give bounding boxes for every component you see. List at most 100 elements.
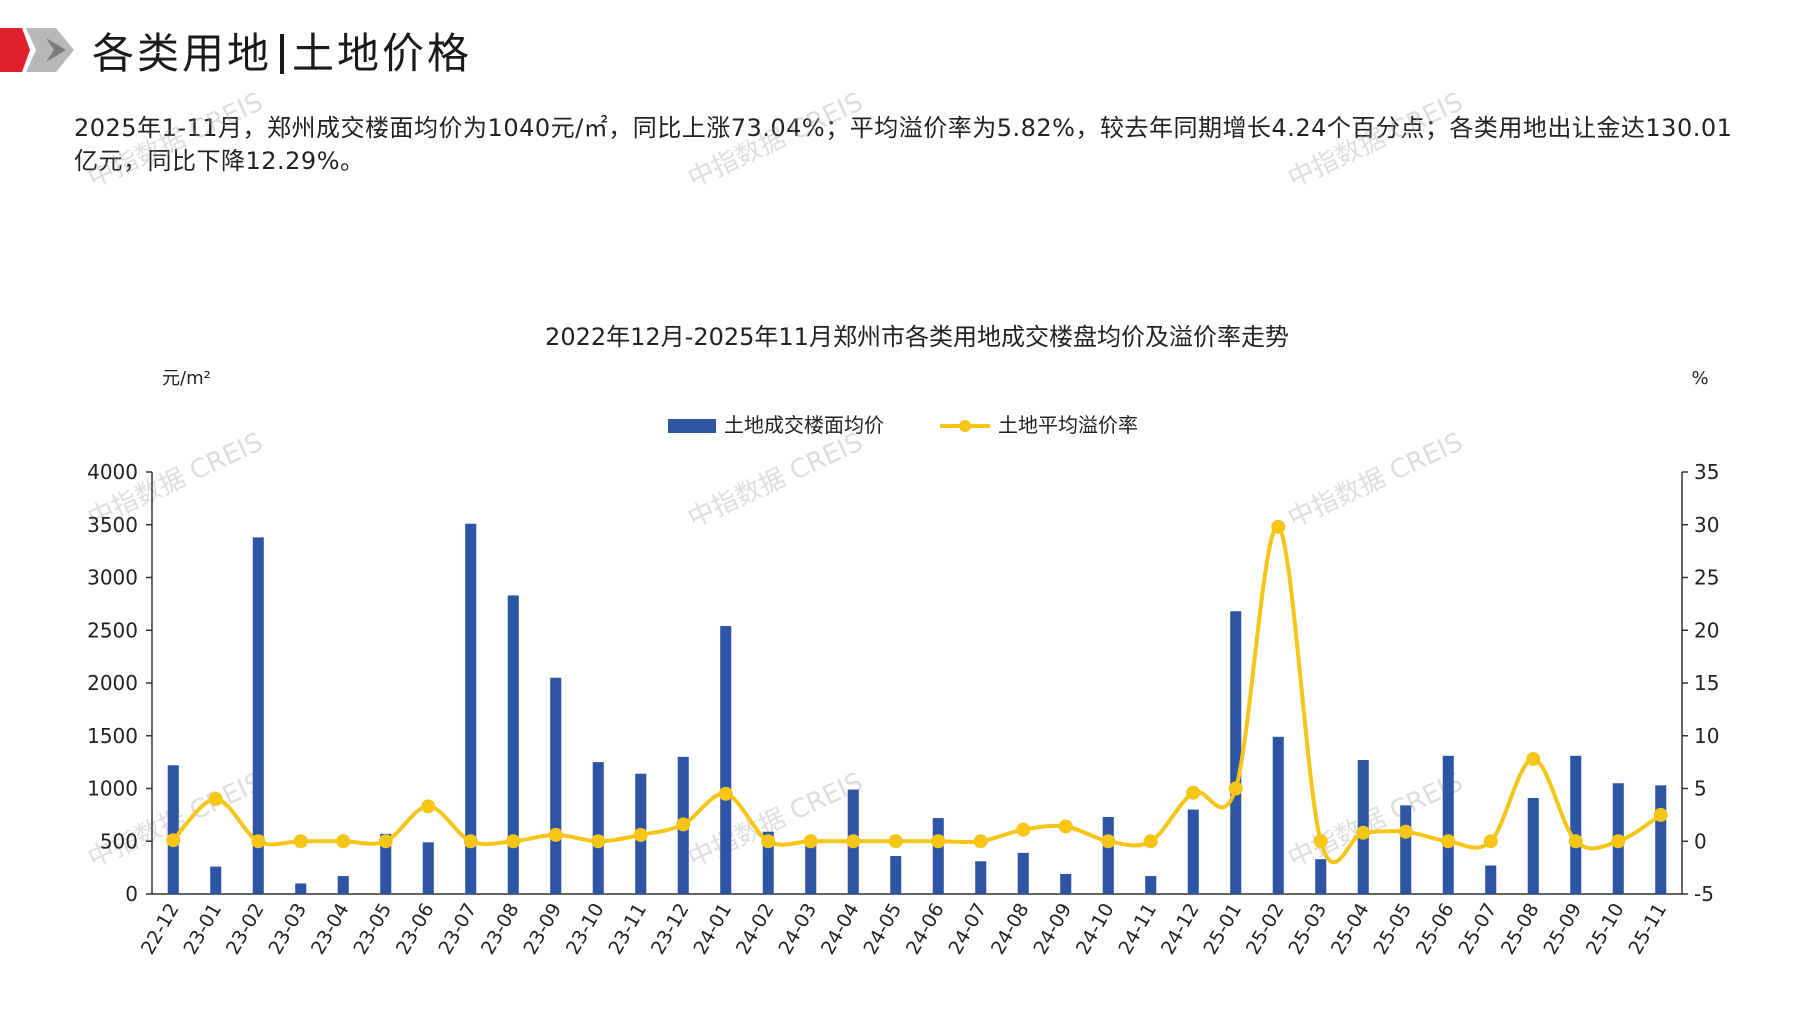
- x-tick-label: 23-11: [604, 900, 651, 959]
- bar: [890, 856, 902, 894]
- x-tick-label: 23-06: [392, 900, 439, 959]
- premium-rate-point: [1016, 822, 1031, 837]
- premium-rate-point: [591, 834, 606, 849]
- premium-rate-point: [1228, 781, 1243, 796]
- premium-rate-point: [1653, 807, 1668, 822]
- page-title: 各类用地 土地价格: [92, 20, 472, 81]
- premium-rate-point: [251, 834, 266, 849]
- premium-rate-point: [973, 834, 988, 849]
- x-tick-label: 24-03: [774, 900, 821, 959]
- bar: [1187, 809, 1199, 894]
- premium-rate-point: [718, 786, 733, 801]
- premium-rate-point: [1313, 834, 1328, 849]
- x-tick-label: 23-07: [434, 900, 481, 959]
- bar: [1145, 876, 1157, 894]
- bar: [337, 876, 349, 894]
- x-tick-label: 23-10: [562, 900, 609, 959]
- left-tick-label: 2500: [87, 618, 138, 642]
- bar: [1442, 755, 1454, 894]
- premium-rate-point: [888, 834, 903, 849]
- price-premium-chart: 2022年12月-2025年11月郑州市各类用地成交楼盘均价及溢价率走势元/m²…: [87, 323, 1719, 959]
- x-tick-label: 23-04: [307, 900, 354, 959]
- premium-rate-point: [633, 827, 648, 842]
- premium-rate-point: [463, 834, 478, 849]
- left-tick-label: 3000: [87, 566, 138, 590]
- premium-rate-point: [803, 834, 818, 849]
- right-tick-label: 10: [1694, 724, 1719, 748]
- x-tick-label: 24-04: [817, 900, 864, 959]
- bar: [1315, 859, 1327, 894]
- x-tick-label: 25-06: [1412, 900, 1459, 959]
- bar: [465, 523, 477, 894]
- x-tick-label: 25-03: [1284, 900, 1331, 959]
- page-title-left: 各类用地: [92, 29, 273, 78]
- x-tick-label: 25-02: [1242, 900, 1289, 959]
- chart-title: 2022年12月-2025年11月郑州市各类用地成交楼盘均价及溢价率走势: [545, 323, 1289, 351]
- x-tick-label: 24-07: [944, 900, 991, 959]
- bar: [507, 595, 519, 894]
- premium-rate-point: [1058, 819, 1073, 834]
- bar: [932, 818, 944, 894]
- left-axis-unit: 元/m²: [162, 368, 211, 389]
- x-tick-label: 24-09: [1029, 900, 1076, 959]
- title-divider: [280, 34, 285, 74]
- right-tick-label: 20: [1694, 618, 1719, 642]
- x-tick-label: 24-05: [859, 900, 906, 959]
- x-tick-label: 25-11: [1624, 900, 1671, 959]
- left-tick-label: 1500: [87, 724, 138, 748]
- x-tick-label: 22-12: [137, 900, 184, 959]
- x-tick-label: 23-08: [477, 900, 524, 959]
- bar: [210, 866, 222, 894]
- x-tick-label: 25-10: [1582, 900, 1629, 959]
- right-tick-label: 35: [1694, 460, 1719, 484]
- left-tick-label: 4000: [87, 460, 138, 484]
- x-tick-label: 23-01: [179, 900, 226, 959]
- premium-rate-point: [378, 834, 393, 849]
- legend-line-label: 土地平均溢价率: [998, 413, 1138, 437]
- x-tick-label: 23-03: [264, 900, 311, 959]
- right-tick-label: -5: [1694, 882, 1714, 906]
- x-tick-label: 24-08: [987, 900, 1034, 959]
- bar: [592, 762, 604, 894]
- legend-line-marker: [959, 420, 971, 432]
- x-tick-label: 25-08: [1497, 900, 1544, 959]
- left-tick-label: 0: [125, 882, 138, 906]
- x-tick-label: 24-01: [689, 900, 736, 959]
- premium-rate-point: [1568, 834, 1583, 849]
- bar: [1485, 865, 1497, 894]
- summary-text: 2025年1-11月，郑州成交楼面均价为1040元/㎡，同比上涨73.04%；平…: [74, 114, 1733, 175]
- premium-rate-point: [1526, 751, 1541, 766]
- x-tick-label: 24-10: [1072, 900, 1119, 959]
- x-tick-label: 24-11: [1114, 900, 1161, 959]
- premium-rate-point: [1398, 824, 1413, 839]
- premium-rate-point: [166, 833, 181, 848]
- bar: [720, 626, 732, 894]
- bar: [422, 842, 434, 894]
- premium-rate-point: [761, 834, 776, 849]
- premium-rate-point: [1441, 834, 1456, 849]
- premium-rate-point: [548, 827, 563, 842]
- x-tick-label: 23-05: [349, 900, 396, 959]
- x-tick-label: 23-09: [519, 900, 566, 959]
- bar: [1230, 611, 1242, 894]
- right-tick-label: 15: [1694, 671, 1719, 695]
- bar: [295, 883, 307, 894]
- right-tick-label: 30: [1694, 513, 1719, 537]
- bar: [805, 844, 817, 894]
- legend-bar-swatch: [668, 419, 716, 433]
- x-tick-label: 25-07: [1454, 900, 1501, 959]
- premium-rate-point: [506, 834, 521, 849]
- bar: [1272, 736, 1284, 894]
- right-tick-label: 5: [1694, 777, 1707, 801]
- x-tick-label: 24-12: [1157, 900, 1204, 959]
- bar: [1570, 755, 1582, 894]
- premium-rate-line: [171, 524, 1662, 865]
- x-tick-label: 25-05: [1369, 900, 1416, 959]
- premium-rate-point: [421, 799, 436, 814]
- x-tick-label: 25-04: [1327, 900, 1374, 959]
- premium-rate-point: [1186, 785, 1201, 800]
- left-tick-label: 3500: [87, 513, 138, 537]
- bar: [380, 833, 392, 894]
- bar: [1400, 805, 1412, 894]
- left-tick-label: 500: [100, 829, 138, 853]
